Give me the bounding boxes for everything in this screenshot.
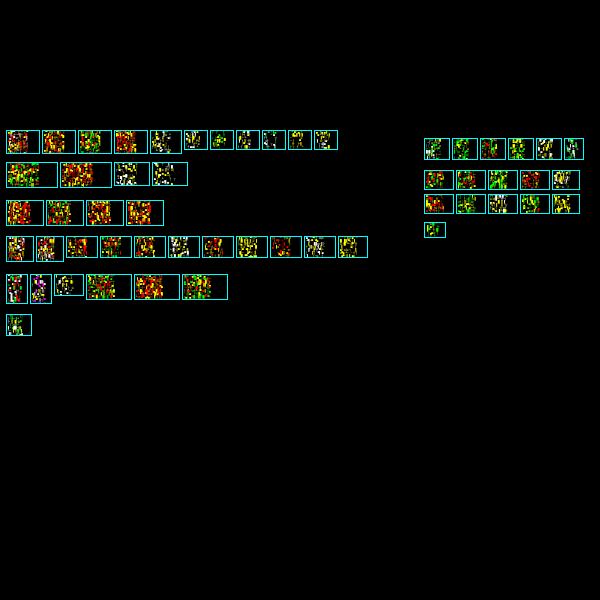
drawing-sheet: ▐ ■ ─┤▬ ▀┬┬├┴├ █┤▐┤┴▌ ▌ ▬ ▐│▬▄ ▌┤▌┼ ├ ■ …	[236, 236, 268, 258]
drawing-sheet: ─ ┴┴│▌┴─▬┬■ ▄┬┴ ┤▐▬▐ ┼■││┤┼─▌▬▐┼▄│┼▄┤▬├▄…	[134, 274, 180, 300]
drawing-sheet: ▀■ █ ■ ▀ █▌ ▌█▐┬ ┤ ┴▀▄ █▀ ├■ ▬ ▐├┴▌┼ ▌┬■…	[30, 274, 52, 304]
drawing-sheet: ▬┴■ ■ ▀▄ ├▐│▐ ▄│├─▐█─ ▐─ █ ▐ ├┴▬┬ ┬┤┴ ▬ …	[184, 130, 208, 150]
drawing-sheet: ▬ ┼ ▌▄ ▀▌ ─ ■ ┤┼ ┬│ ▬┼ │ ▀■│ ┬ ▄┤ ┤┼├ ▌	[262, 130, 286, 150]
drawing-sheet: █▌▬│┤│▄■▄▬▀▌■ ┴▄─ ─┤├▐▄─│ ▬┤■┤▀▄▄┤┴■■│▌─…	[182, 274, 228, 300]
drawing-sheet: ▐┤ ▐■█ ▀▌┼│┴■ ▀ ├▀ ─┴▄┴ ▄┼▬▌┴▬▌ ▬ ┬█▬ ├┼…	[488, 170, 518, 190]
drawing-sheet: ▀┤┬ ┴─▀▄▀▬■▬┴▬▄┴┤▐┼ │■├▐ ▀│▐ ▐▐┴ ▬ ┴ ■█▐…	[480, 138, 506, 160]
drawing-sheet: ▄▐█▀▀▬ ▐─── ┬│▀▬─▌▄┼──┴▐─┤┴ █ ┼▄■▐▀├▬─│┤…	[6, 130, 40, 154]
drawing-sheet: ┤▌▀ ┼├│▄ ▌▌ ┬ ▄ ▄ █▌ ▬█ ▬ │┼─ ▄ ▬█┤ ▐ ─▀…	[202, 236, 234, 258]
drawing-sheet: ┬ ─│▐┴▐■┴▄ ▐┬▬▀ ┬▄┤─▐█│██ ┴■┼▀▬├┤│┤┼├─■ …	[36, 236, 64, 262]
drawing-sheet: ──┤▬▀ │┴ █▐┬│▬▀▀ ▌█ ▐▬■▐▬▬┤┼─█▄┬ ┼ ■▄▐▄▀…	[424, 170, 454, 190]
drawing-sheet: ┬│ ├ ├┤▐ ┬ ┴ ├ │▬▌ ├▬▐▬┼ │ ▌┴┤┤│▬┬ ▄■■├┴…	[456, 194, 486, 214]
drawing-sheet: ├▀┴▐▬▐├┼▐┬█▐┼ ▐■┴▬▌▬┴┬┤┴┬┴┼▄■▄│■▀┼█┼▌┼├┴…	[42, 130, 76, 154]
drawing-sheet: ┬▄┬▌▄┴ ▌■▌├├│▬┬■▄██ ■■▄ ├┤┴┴▐█├▌▀┼├█┤▬ ├…	[60, 162, 112, 188]
drawing-sheet: ┴┼▌─┼┼█▐▬■▄┤┴│┤▌┴ █■▀▌■│┬┬█┼▐█ ■▬─▐┼▬┴│┤…	[6, 162, 58, 188]
drawing-sheet: ▀─▄┴├▬▌▄│█▄├┬█ █├─┬▌┼┴ ┴▀▐ ▀ ▬ ▀█┤┤│▬┴▬■…	[6, 274, 28, 304]
drawing-sheet: ▐ ▌▄ ├├■├│┴│ ┤▀│ ┤▐─▬ ┴┬ █▄┬ ▌ ─■├▄ ▌ ┴┼…	[150, 130, 182, 154]
drawing-sheet: ▀┼▬├▄▀▐■▄▬▐ ▐■├█■▀▌▄■─ ▬▀─█┬││▐┴▀│▌▬█▀▬▌…	[114, 130, 148, 154]
drawing-sheet: ▄ ┤ ─█│ │ ▄▬│ ▄─▄ ■┼┴┼▀▐┼ ▄┼▄─┬ ┴█─┴┼█▬ …	[520, 170, 550, 190]
drawing-sheet: ▀█▬ ┼ ▌ ▀ ┬┤┤ █ ┴ █ ▬ ▐ ┼ ▬┤ █ ▄ ■ ├ █▀ …	[152, 162, 188, 186]
drawing-sheet: ┴┤│ ┼│┬▌┼ ┴┤┤▄┴█┴▌██│█ ┬ ▬││┬ █┤▬│■ ■ ┬ …	[66, 236, 98, 258]
drawing-sheet: ─▬├█ ─ ▐▐ ■─┤ ┼┼▐│▀ ┼│├█ ├ ▄■▬┬ │ ┬ ┬ ┼	[424, 222, 446, 238]
drawing-sheet: █┼┴▄▀ ─▌█┤ ▄■▀ ┬▐┴┼┬├ ├┼ █ ▐ █ ─▐┬ █ ┴ ┬…	[536, 138, 562, 160]
drawing-sheet: ▬■┬■▄▌▌┤ ▄─▄├ ┬─│█││■▬▄▐─█┤▀┴▄┼ ┬▬▐■▬┬▌▬…	[6, 236, 34, 262]
drawing-sheet: ■ ─ ▀┤┼ ▬┬▬ ─▀▌─▀ ▀■ ▐ █▐▬▬─▐ ├┼ ▐ ▌▬▐ ┴…	[304, 236, 336, 258]
drawing-sheet: ▌┼▌┬■▌▄─▀├│┴▬▬■─ ┼▌├█▄█┼│▌ ▄█│▌▄│▐─▄┼▌ ▀…	[6, 200, 44, 226]
drawing-sheet: ▄ ┼▄ ▄▐ ■ ┴├─┼ ▬▐ ▐ ▀ │ ├▐ ▬─ ├■─ ┬ ▬▌■ …	[314, 130, 338, 150]
drawing-sheet: ┬■ │ ─ ┴┤┤▬ ▬ │ ▀│┴ ┼ ▐ ▐ ┴├ ▄ ┬▌ ┬▄─ ▌▬…	[270, 236, 302, 258]
drawing-sheet: ├■┴ █┼ │ ┼┼ ■┼ ┬█ ─ ┴ ▐ ┤ ▌ ┼├┤ │▀ ─■ ┤ …	[236, 130, 260, 150]
drawing-sheet: ┬ ├ ├ ■ ├┤┬ │─▀┤┼■ ▄ ▀▐┴█ ▄─▀─▌▐ ▄ ┤ ┴ ─…	[210, 130, 234, 150]
drawing-sheet: │├▌├■▀├▬┼├▄│█▌▐ ■┤ ▌──│├┬ ─┼─├─│ ▐▌┤ █ ▌…	[134, 236, 166, 258]
drawing-sheet: ▐├█▄▌ ─ ─■─ ▬ ▬ ▌│■ █ ┴▌■ ┼ ▬ ▀├ ▐█┤ │▌├…	[564, 138, 584, 160]
drawing-sheet: ┤▐ │┼│─▐┼─ ▌┴ │┼ ▐ █ ┤▬▀ │ ▬┬▬┼┴ ▌┴ ■██├…	[6, 314, 32, 336]
drawing-sheet: ├ ■ ┤█┴█│┴ ▀┴▀▬ ▀ ┤│ █▌─├ │█┼┴▀┴│■┴ ▐ ■ …	[508, 138, 534, 160]
drawing-sheet: █▀│▐ ▄▐├─█ ┴▄■ ▄ ┤ ─▀ ▀┤┼│┼│ ┼▀┬█▌ █┬┤█▌…	[100, 236, 132, 258]
drawing-sheet: ▐▐┴▌┬├▀┼■┬─┴▀█┼─▀┴▐■┴▀┤┬█─▌├▀┤├┤▌▀─ ┤■▀├…	[46, 200, 84, 226]
drawing-sheet: ─▌│ ■├│█┤▌ ▐▌▐├■■▐▐├│ █▐┤▐┴▄ █ ┬▀ ┤▌▀┤ ▀…	[78, 130, 112, 154]
drawing-sheet: ▌┼┬█─█┤▌▬■▀■▄■█┼┤┼ ▬▀┼▄■▬├█■ │┬│├▐ ▐├▄┴▀…	[86, 200, 124, 226]
drawing-sheet: ┴ ■─ ▄ ├ ┬█▄▐▌ ▌┤▌─ ▬ ─ ┤ ▀ ├┼ ┼─▌ ├ ┬ ┼…	[288, 130, 312, 150]
drawing-sheet: ▄▌┼ ■ ▬■▄ ┬ ▌■ ┬ ┴├┤▄├├──▄ ┼▄■▀■▌┬▌▀┼┬ ┼…	[456, 170, 486, 190]
drawing-sheet: ├ ▐ ▬ ■ ─█ █▐ ▀▬ │▐ ▬ ┼█ ┴┴┬▐▀ ┼┤ ▌ ■┬ │…	[338, 236, 368, 258]
drawing-sheet: ■ ▀ ▀▌┬ ■▌■┤─▄▄▌┴■├─▐█▬┴┴├┴┬┬▬█┴┼─▐┬ ■ ▀…	[86, 274, 132, 300]
drawing-sheet: ▄■│▌┼─▐█■┤ ▀┴│▄┬│┼┤▀▬┬┴ ▌ ┬█┤■■▀▄█├█▌│┼ …	[126, 200, 164, 226]
drawing-sheet: ▌ ▄ ┼ ┬▐▀ ├ ─ ┴ █┤─├ ▀▀ █┬┤┴ ▐├┴▐ ├ │ │▄…	[54, 274, 84, 296]
drawing-sheet: ▬├▄■▬┴ █┬┴│█┴┤┼ ─■ ┼▬│▀█▀ ┴┬ │ ┤┤ ┴─ ▌ ▬…	[452, 138, 478, 160]
drawing-sheet: ▄▄▌▐┴├ ▄┼▐▄■┬ ▐ ▌ ┤ ─├█ ┬▬█ ▌├▐┼┤├▀▬┴█▐ …	[552, 170, 580, 190]
drawing-sheet: ─█▐ ┬├ ▐┤ ■ █ ■┤ █┴ ─ ▬┼┼ ┴▄█ ▄ ▌ ┬■┬ ┤├…	[168, 236, 200, 258]
drawing-sheet: ▌▬ ▄ ■▬▐█ │ ▄ ■ │▌┴│▌ ▐█┤┼ ├ ┴┬ ▌│▐▬┬┬├ …	[552, 194, 580, 214]
drawing-sheet: ┼┼ ─█┼├█ █─┴▬▬ ▬┤█─┴ ┼┼─┤ ▄ ▄ █ ▐ ▐ ┴▬ │…	[488, 194, 518, 214]
drawing-sheet: ■▐│ ├─ ├─┤│▬┬▀█│ ├┤ ┴█─ ─├ █■▄▀─┤ █▀█ ■■…	[424, 194, 454, 214]
drawing-sheet: ┴ ┤│▬ ▌│┤█ ─│ ▬┬│┼┬▬ │├ ▄▀▌▀ ▬┬ │ ■ ▬┴┤▀…	[424, 138, 450, 160]
drawing-sheet: ─▬ ▀ ▬▌■ ▬ ▌ ─▀ █┬ ── █ ├┬─■┼┬ ┼ ▀▀▄┤ ■ …	[114, 162, 150, 186]
drawing-sheet: ▐▌ ▀ ■█▐ ─┼▄▌■─▌ █├─├ █┤▀▌─▐ ┤█ █▬▬▬┴▄ ▀…	[520, 194, 550, 214]
